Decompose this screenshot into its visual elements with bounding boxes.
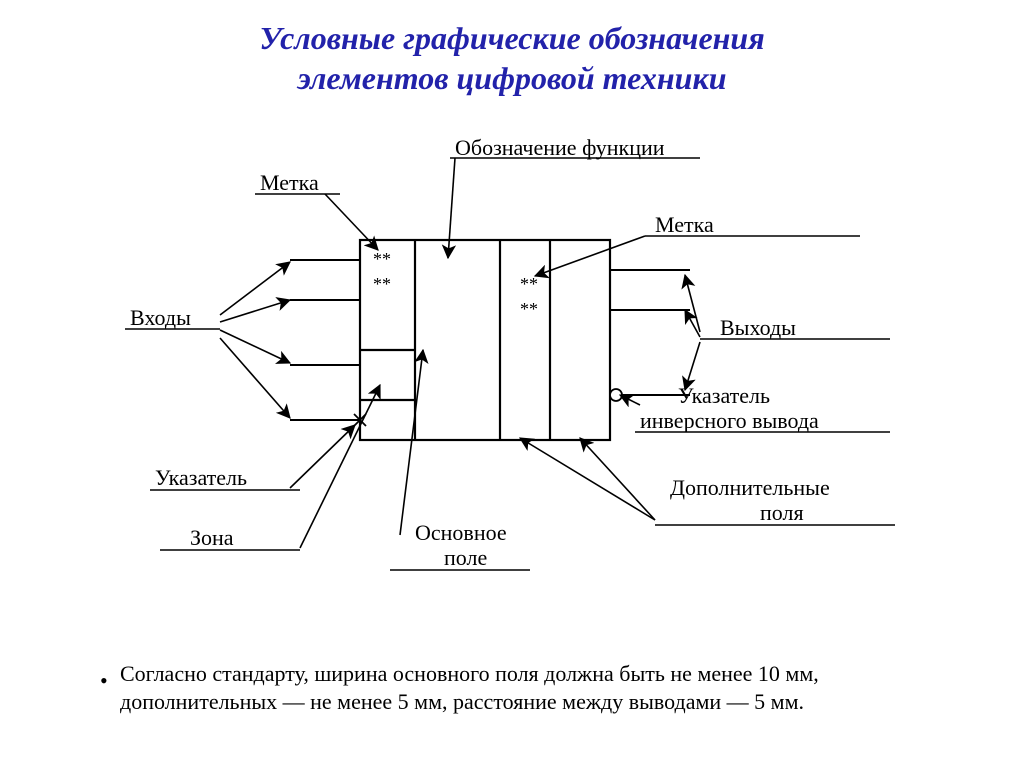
stars-3: **	[520, 299, 538, 319]
label-func: Обозначение функции	[455, 135, 665, 160]
main-rect	[360, 240, 610, 440]
arrow-inputs-1	[220, 300, 290, 322]
arrow-inverse	[620, 395, 640, 405]
label-outputs: Выходы	[720, 315, 796, 340]
title-line-2: элементов цифровой техники	[0, 58, 1024, 98]
title-line-1: Условные графические обозначения	[0, 18, 1024, 58]
stars-1: **	[373, 274, 391, 294]
label-metka-left: Метка	[260, 170, 319, 195]
arrow-extra-fields-1	[520, 438, 655, 520]
page-title: Условные графические обозначения элемент…	[0, 18, 1024, 98]
diagram-container: ********Обозначение функцииМеткаМеткаВхо…	[100, 140, 924, 620]
arrow-inputs-2	[220, 330, 290, 363]
label-extra-fields-2: поля	[760, 500, 804, 525]
label-inverse: Указатель	[678, 383, 770, 408]
arrow-extra-fields-0	[580, 438, 655, 520]
label-zone: Зона	[190, 525, 234, 550]
arrow-inputs-0	[220, 262, 290, 315]
diagram-svg: ********Обозначение функцииМеткаМеткаВхо…	[100, 140, 924, 620]
label-extra-fields: Дополнительные	[670, 475, 830, 500]
label-main-field-2: поле	[444, 545, 487, 570]
arrow-metka-left	[325, 194, 378, 250]
label-metka-right: Метка	[655, 212, 714, 237]
arrow-main-field	[400, 350, 423, 535]
arrow-inputs-3	[220, 338, 290, 418]
label-inputs: Входы	[130, 305, 191, 330]
caption-text: Согласно стандарту, ширина основного пол…	[120, 660, 934, 715]
stars-2: **	[520, 274, 538, 294]
bullet-icon: •	[100, 668, 108, 694]
label-inverse-2: инверсного вывода	[640, 408, 819, 433]
stars-0: **	[373, 249, 391, 269]
arrow-func	[448, 158, 455, 258]
label-main-field: Основное	[415, 520, 507, 545]
label-pointer: Указатель	[155, 465, 247, 490]
